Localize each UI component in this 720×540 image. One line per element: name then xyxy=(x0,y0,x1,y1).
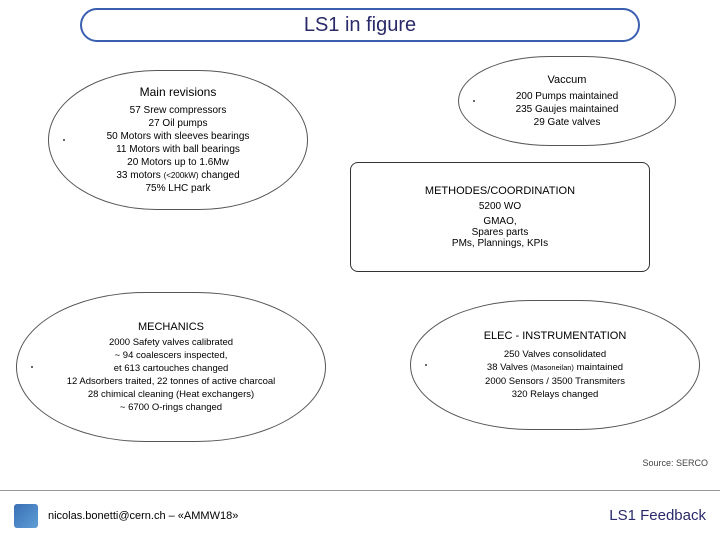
elec-header: ELEC - INSTRUMENTATION xyxy=(425,329,685,344)
main-rev-lhc-park: 75% LHC park xyxy=(63,182,293,195)
coord-wo: 5200 WO xyxy=(351,201,649,212)
vaccum-line: 235 Gaujes maintained xyxy=(473,103,661,116)
vaccum-line: 29 Gate valves xyxy=(473,116,661,129)
mech-line: 28 chimical cleaning (Heat exchangers) xyxy=(31,389,311,402)
coord-header: METHODES/COORDINATION xyxy=(351,185,649,197)
footer-right: LS1 Feedback xyxy=(609,507,706,524)
page-title-bar: LS1 in figure xyxy=(80,8,640,42)
elec-line: 2000 Sensors / 3500 Transmiters xyxy=(425,375,685,388)
vaccum-header: Vaccum xyxy=(473,73,661,87)
main-revisions-cloud: Main revisions 57 Srew compressors 27 Oi… xyxy=(48,70,308,210)
elec-line-valves: 38 Valves (Masoneilan) maintained xyxy=(425,361,685,374)
cern-logo-icon xyxy=(14,504,38,528)
vaccum-cloud: Vaccum 200 Pumps maintained 235 Gaujes m… xyxy=(458,56,676,146)
elec-valves-small: (Masoneilan) xyxy=(531,363,574,372)
motors-changed-pre: 33 motors xyxy=(116,170,163,181)
main-rev-line: 57 Srew compressors xyxy=(63,104,293,117)
footer: nicolas.bonetti@cern.ch – «AMMW18» LS1 F… xyxy=(0,490,720,540)
elec-line: 250 Valves consolidated xyxy=(425,348,685,361)
mech-line: ~ 94 coalescers inspected, et 613 cartou… xyxy=(31,350,311,376)
vaccum-line: 200 Pumps maintained xyxy=(473,90,661,103)
footer-author: nicolas.bonetti@cern.ch – «AMMW18» xyxy=(48,510,238,522)
coordination-box: METHODES/COORDINATION 5200 WO GMAO, Spar… xyxy=(350,162,650,272)
motors-changed-small: (<200kW) xyxy=(164,171,199,180)
main-rev-line: 27 Oil pumps xyxy=(63,117,293,130)
elec-valves-post: maintained xyxy=(574,362,623,373)
page-title: LS1 in figure xyxy=(304,14,416,37)
motors-changed-post: changed xyxy=(199,170,240,181)
elec-line: 320 Relays changed xyxy=(425,388,685,401)
main-rev-line: 11 Motors with ball bearings xyxy=(63,143,293,156)
main-revisions-header: Main revisions xyxy=(63,85,293,101)
mech-line: 2000 Safety valves calibrated xyxy=(31,337,311,350)
coord-details: GMAO, Spares parts PMs, Plannings, KPIs xyxy=(351,216,649,249)
elec-valves-pre: 38 Valves xyxy=(487,362,531,373)
mechanics-cloud: MECHANICS 2000 Safety valves calibrated … xyxy=(16,292,326,442)
mech-line: ~ 6700 O-rings changed xyxy=(31,402,311,415)
source-text: Source: SERCO xyxy=(642,458,708,468)
main-rev-line: 50 Motors with sleeves bearings xyxy=(63,130,293,143)
mechanics-header: MECHANICS xyxy=(31,320,311,335)
mech-line: 12 Adsorbers traited, 22 tonnes of activ… xyxy=(31,376,311,389)
elec-cloud: ELEC - INSTRUMENTATION 250 Valves consol… xyxy=(410,300,700,430)
main-rev-motors-changed: 33 motors (<200kW) changed xyxy=(63,169,293,182)
main-rev-line: 20 Motors up to 1.6Mw xyxy=(63,156,293,169)
